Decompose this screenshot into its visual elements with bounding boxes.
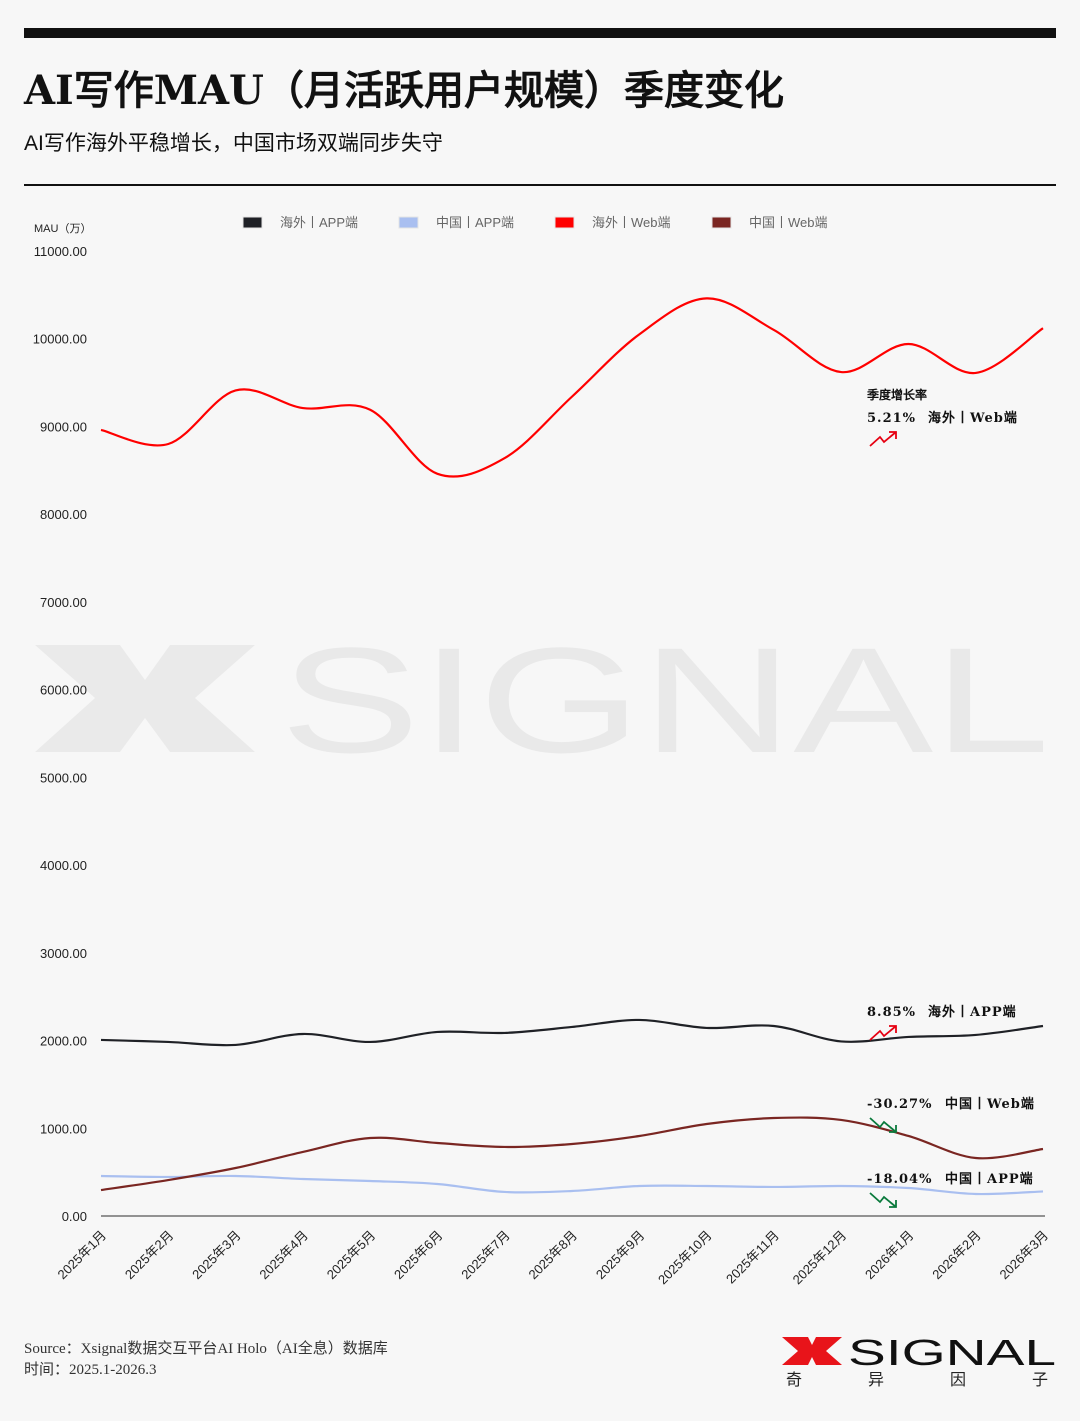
trend-down-icon (869, 1117, 897, 1133)
time-text: 时间：2025.1-2026.3 (24, 1362, 157, 1378)
legend-swatch (554, 216, 575, 229)
footer: Source：Xsignal数据交互平台AI Holo（AI全息）数据库 时间：… (24, 1339, 388, 1381)
svg-text:因: 因 (950, 1371, 966, 1389)
annotation-heading: 季度增长率 (866, 387, 927, 402)
y-tick-label: 1000.00 (40, 1121, 87, 1136)
legend-swatch (242, 216, 263, 229)
growth-value: -18.04% (867, 1172, 932, 1187)
y-tick-label: 6000.00 (40, 683, 87, 698)
x-tick-label: 2025年1月 (55, 1228, 110, 1283)
trend-up-icon (869, 1025, 897, 1041)
y-axis-label: MAU（万） (34, 222, 91, 235)
x-axis: 2025年1月 2025年2月 2025年3月 2025年4月 2025年5月 2025年… (55, 1228, 1052, 1288)
y-tick-label: 9000.00 (40, 419, 87, 434)
growth-value: 8.85% (867, 1005, 916, 1020)
legend-label: 中国丨Web端 (749, 215, 828, 230)
x-tick-label: 2025年9月 (593, 1228, 648, 1283)
x-tick-label: 2025年10月 (655, 1228, 715, 1288)
x-tick-label: 2025年4月 (256, 1228, 311, 1283)
series-lines (100, 297, 1044, 1196)
y-tick-label: 3000.00 (40, 946, 87, 961)
series-line-0 (100, 1018, 1044, 1047)
trend-down-icon (869, 1192, 897, 1208)
x-tick-label: 2025年8月 (526, 1228, 581, 1283)
growth-label: 海外丨APP端 (928, 1004, 1017, 1020)
x-tick-label: 2025年11月 (723, 1228, 782, 1287)
legend-label: 中国丨APP端 (436, 215, 514, 230)
trend-up-icon-head (889, 1025, 897, 1033)
growth-label: 海外丨Web端 (928, 410, 1018, 426)
top-bar (24, 28, 1056, 38)
trend-down-icon-head (889, 1200, 897, 1208)
legend-label: 海外丨Web端 (592, 215, 671, 230)
page-title: AI写作MAU（月活跃用户规模）季度变化 (24, 67, 784, 114)
growth-value: -30.27% (867, 1097, 932, 1112)
x-tick-label: 2025年12月 (790, 1228, 850, 1288)
x-tick-label: 2026年1月 (862, 1228, 917, 1283)
legend: 海外丨APP端 中国丨APP端 海外丨Web端 中国丨Web端 (242, 215, 828, 230)
x-tick-label: 2025年7月 (458, 1228, 513, 1283)
xsignal-logo: SIGNAL 奇 异 因 子 (782, 1335, 1056, 1389)
trend-up-icon (869, 431, 897, 447)
growth-label: 中国丨Web端 (945, 1096, 1035, 1112)
svg-text:SIGNAL: SIGNAL (280, 616, 1050, 784)
svg-text:异: 异 (868, 1372, 884, 1389)
y-tick-label: 0.00 (62, 1209, 87, 1224)
legend-label: 海外丨APP端 (280, 215, 358, 230)
x-tick-label: 2025年5月 (324, 1228, 379, 1283)
series-line-2 (100, 297, 1044, 478)
x-tick-label: 2026年3月 (997, 1228, 1052, 1283)
svg-text:SIGNAL: SIGNAL (848, 1335, 1056, 1373)
growth-value: 5.21% (867, 411, 916, 426)
page-subtitle: AI写作海外平稳增长，中国市场双端同步失守 (24, 132, 443, 155)
divider (24, 184, 1056, 186)
x-tick-label: 2025年6月 (391, 1228, 446, 1283)
series-line-1 (100, 1174, 1044, 1196)
legend-swatch (711, 216, 732, 229)
growth-label: 中国丨APP端 (945, 1171, 1034, 1187)
series-line-3 (100, 1116, 1044, 1192)
y-tick-label: 2000.00 (40, 1034, 87, 1049)
legend-swatch (398, 216, 419, 229)
x-tick-label: 2025年3月 (189, 1228, 244, 1283)
growth-annotations: 季度增长率 5.21% 海外丨Web端 8.85% 海外丨APP端 -30.27% 中国丨W… (866, 387, 1035, 1208)
svg-text:子: 子 (1032, 1371, 1048, 1389)
y-tick-label: 4000.00 (40, 858, 87, 873)
trend-down-icon-head (889, 1125, 897, 1133)
y-tick-label: 5000.00 (40, 770, 87, 785)
source-text: Source：Xsignal数据交互平台AI Holo（AI全息）数据库 (24, 1341, 388, 1357)
watermark: SIGNAL (35, 616, 1050, 784)
trend-up-icon-head (889, 431, 897, 439)
y-tick-label: 11000.00 (34, 244, 87, 259)
x-tick-label: 2026年2月 (929, 1228, 984, 1283)
y-tick-label: 7000.00 (40, 595, 87, 610)
x-tick-label: 2025年2月 (122, 1228, 177, 1283)
svg-text:奇: 奇 (786, 1371, 802, 1389)
y-axis: 0.00 1000.00 2000.00 3000.00 4000.00 5000.00 6… (33, 244, 87, 1224)
y-tick-label: 8000.00 (40, 507, 87, 522)
line-chart: SIGNAL MAU（万） 海外丨APP端 中国丨APP端 海外丨Web端 中国丨We… (33, 215, 1052, 1288)
y-tick-label: 10000.00 (33, 332, 87, 347)
